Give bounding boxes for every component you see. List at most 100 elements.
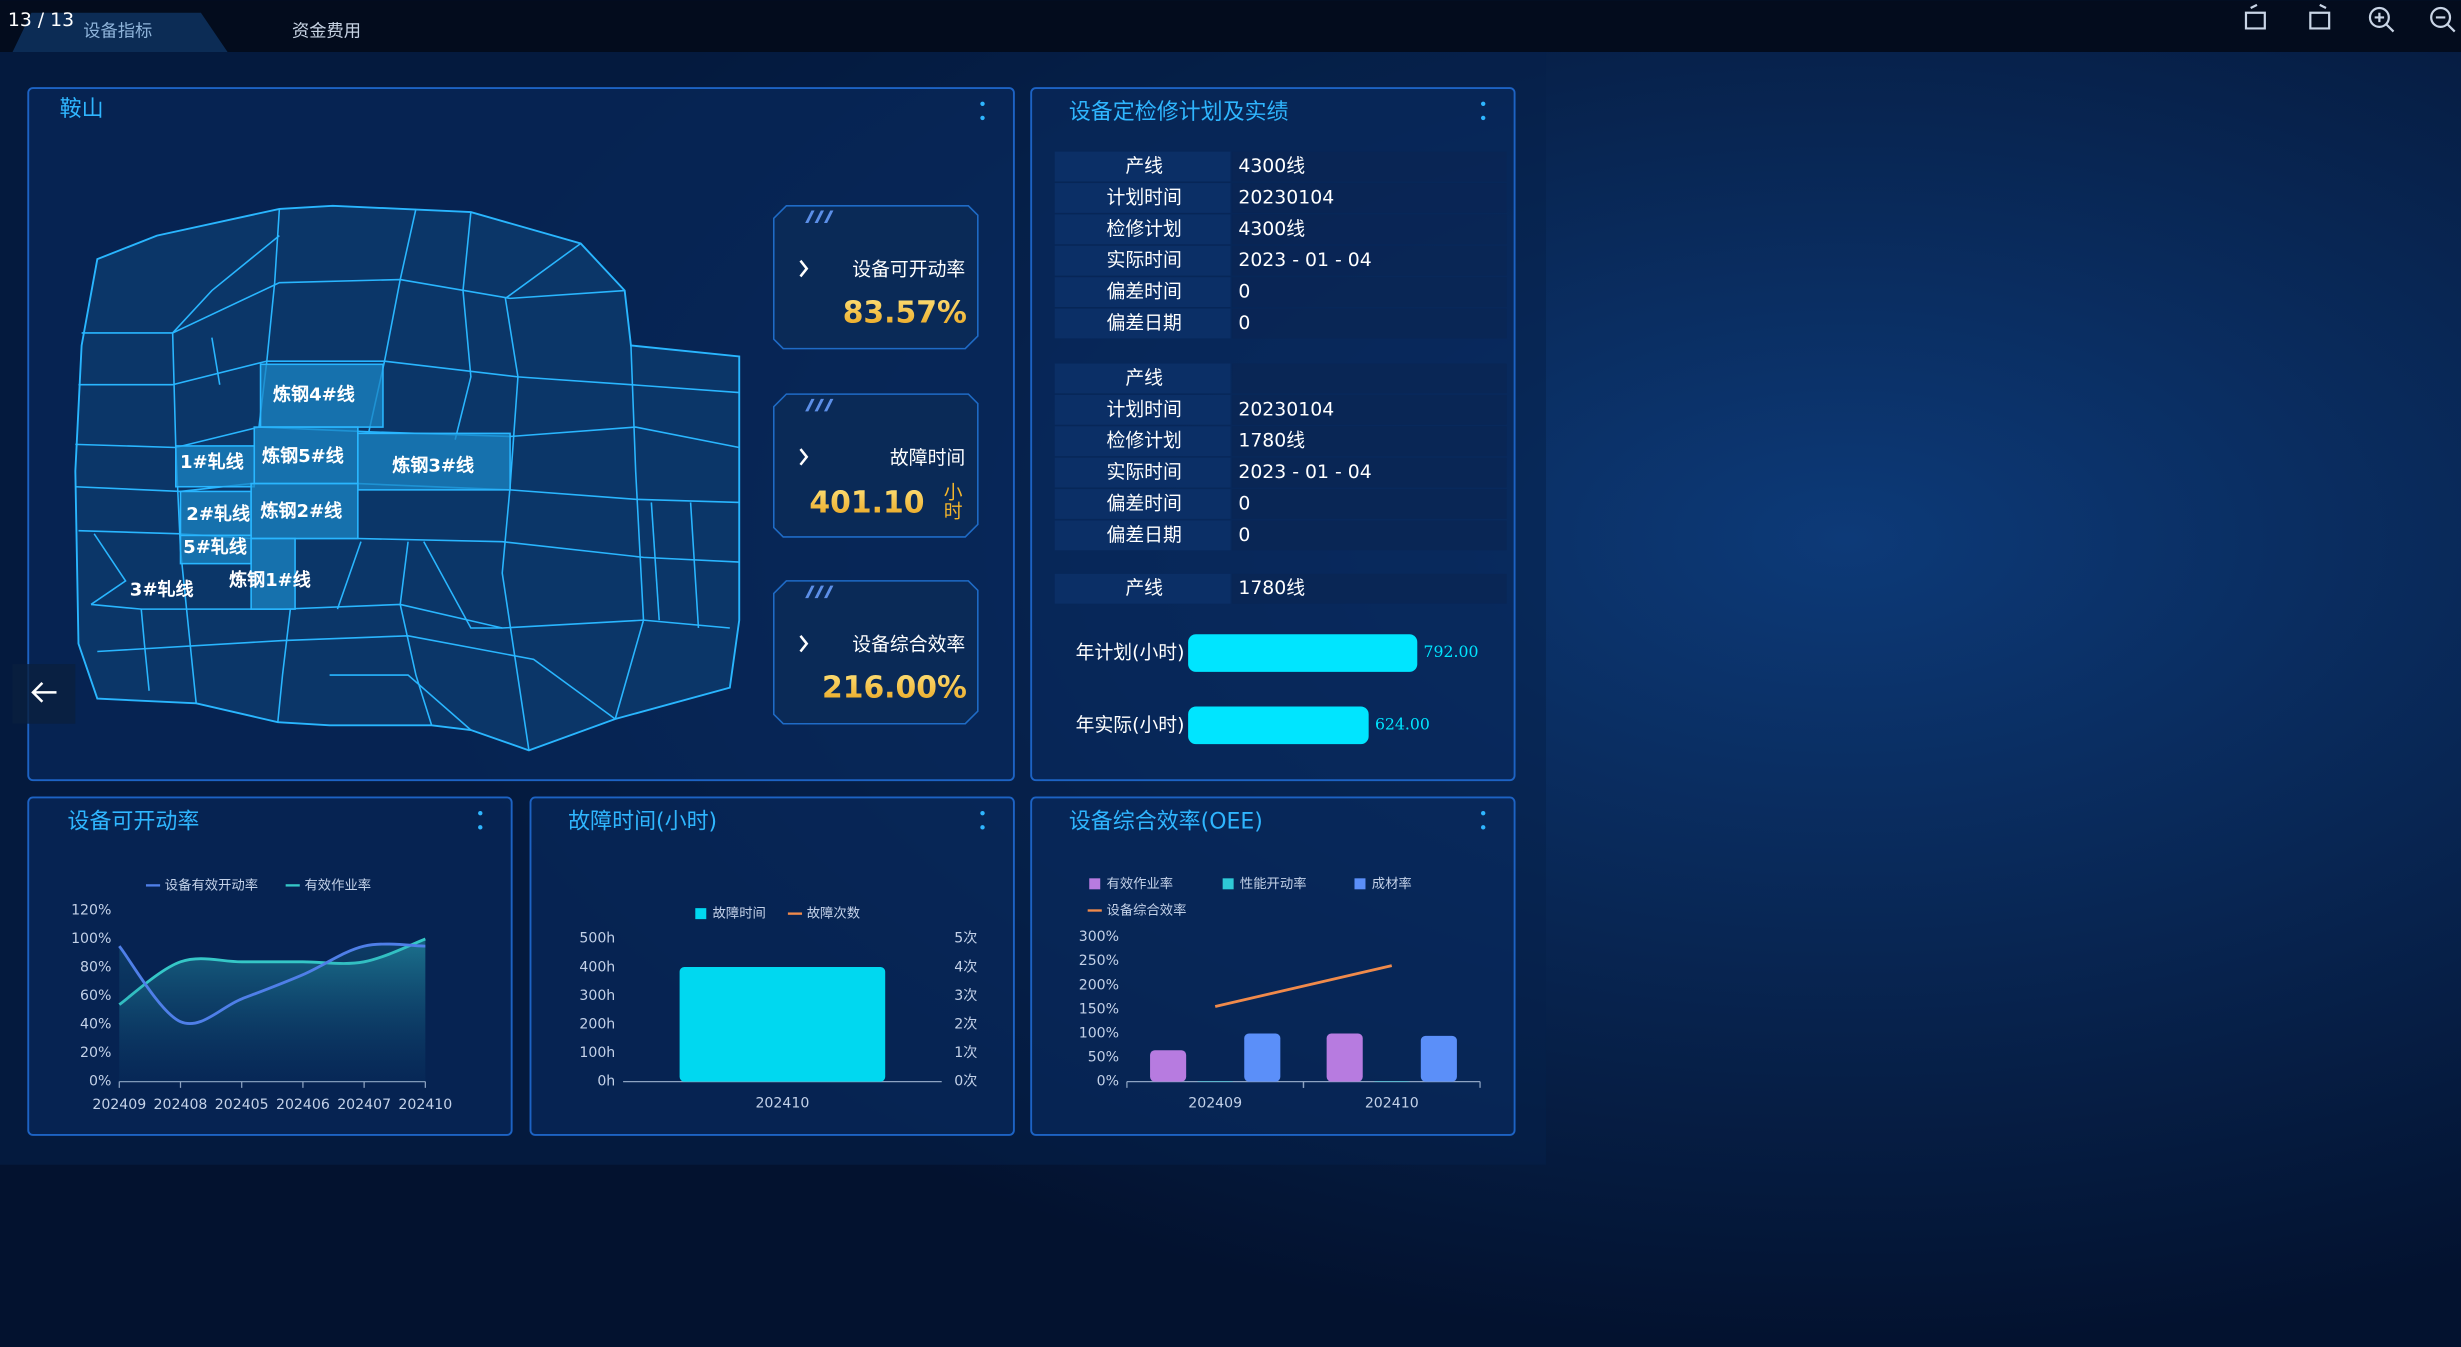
rotate-right-icon[interactable]	[2309, 3, 2331, 30]
panel-decoration	[59, 101, 1486, 847]
table-value-cell	[1232, 489, 1507, 519]
panel-title: 设备定检修计划及实绩	[1069, 100, 1289, 125]
table-value: 4300线	[1238, 155, 1305, 177]
table-label-cell	[1054, 489, 1231, 519]
table-value: 0	[1238, 282, 1250, 303]
y-tick-label: 500h	[579, 931, 615, 947]
bar	[679, 966, 886, 1082]
table-label: 产线	[1125, 577, 1163, 599]
table-label-cell	[1054, 277, 1231, 308]
y-tick-label: 300%	[1079, 929, 1119, 945]
x-tick-label: 202410	[1365, 1096, 1419, 1112]
kpi-chevron	[799, 259, 809, 278]
legend-swatch	[695, 908, 707, 920]
kpi-label: 故障时间	[890, 447, 965, 469]
bar	[1326, 1033, 1363, 1082]
bar-category: 年实际(小时)	[1076, 714, 1185, 736]
map-label[interactable]: 炼钢4#线	[273, 384, 355, 406]
kpi-value: 401.10	[809, 485, 924, 520]
legend-label: 设备有效开动率	[165, 876, 258, 893]
y2-tick-label: 1次	[954, 1045, 977, 1061]
table-label: 计划时间	[1107, 186, 1182, 208]
legend-swatch	[1222, 878, 1234, 890]
table-label: 检修计划	[1107, 430, 1182, 452]
line	[1214, 964, 1393, 1008]
legend-swatch	[1354, 878, 1366, 890]
map: 炼钢4#线 1#轧线 炼钢5#线 炼钢3#线 2#轧线 炼钢2#线 5#轧线 3…	[74, 204, 741, 752]
map-label[interactable]: 炼钢2#线	[260, 500, 342, 522]
kpi-unit: %	[937, 671, 967, 706]
x-tick-label: 202409	[92, 1097, 146, 1113]
y-tick-label: 0h	[597, 1074, 615, 1090]
active-tab[interactable]	[12, 12, 228, 52]
legend-label: 设备综合效率	[1107, 901, 1187, 918]
bar-value-label: 624.00	[1375, 714, 1430, 733]
table-label: 偏差时间	[1107, 281, 1182, 303]
map-label[interactable]: 炼钢5#线	[262, 445, 344, 467]
table-label-cell	[1054, 426, 1231, 457]
table-value-cell	[1232, 426, 1507, 457]
map-label[interactable]: 2#轧线	[186, 503, 250, 525]
tab[interactable]: 资金费用	[292, 22, 361, 42]
table-label: 产线	[1125, 155, 1163, 177]
bar	[1188, 706, 1369, 745]
table-value-cell	[1232, 245, 1507, 276]
chart-title: 设备可开动率	[67, 810, 199, 835]
table-value: 1780线	[1238, 577, 1305, 599]
map-label[interactable]: 炼钢3#线	[392, 454, 474, 476]
rotate-left-icon[interactable]	[2244, 3, 2266, 30]
table-label: 计划时间	[1107, 398, 1182, 420]
table-label: 产线	[1125, 367, 1163, 389]
legend-swatch	[1089, 878, 1101, 890]
legend-label: 有效作业率	[304, 876, 371, 893]
page-counter: 13 / 13	[8, 10, 74, 31]
kpi-card	[772, 580, 979, 725]
kpi-chevron	[799, 448, 809, 466]
kpi-card	[772, 393, 979, 538]
y-tick-label: 200h	[579, 1016, 615, 1032]
x-tick-label: 202408	[154, 1097, 208, 1113]
x-tick-label: 202409	[1188, 1096, 1242, 1112]
map-label[interactable]: 炼钢1#线	[229, 569, 311, 591]
y2-tick-label: 3次	[954, 988, 977, 1004]
kpi-value: 216.00	[822, 671, 937, 706]
bar	[1188, 634, 1418, 672]
kpi-icon	[805, 210, 815, 224]
kpi-icon	[805, 585, 815, 599]
table-value: 0	[1238, 493, 1250, 514]
table-label-cell	[1054, 520, 1231, 551]
y-tick-label: 80%	[80, 960, 111, 976]
map-label[interactable]: 1#轧线	[180, 451, 244, 473]
panel-title: 鞍山	[60, 97, 104, 122]
kpi-icon	[814, 585, 824, 599]
map-label[interactable]: 5#轧线	[183, 536, 247, 558]
table-label-cell	[1054, 151, 1231, 182]
table-label: 偏差日期	[1107, 312, 1182, 334]
map-label[interactable]: 3#轧线	[130, 578, 194, 600]
tab[interactable]: 设备指标	[83, 22, 152, 42]
y2-tick-label: 5次	[954, 931, 977, 947]
zoom-out-icon[interactable]	[2430, 6, 2456, 33]
y-tick-label: 150%	[1079, 1001, 1119, 1017]
chart-title: 设备综合效率(OEE)	[1069, 810, 1263, 835]
prev-button[interactable]	[12, 664, 76, 724]
y2-tick-label: 4次	[954, 959, 977, 975]
table-label-cell	[1054, 183, 1231, 213]
x-tick-label: 202406	[276, 1097, 330, 1113]
bar	[1244, 1033, 1281, 1082]
kpi-card	[772, 204, 979, 350]
table-value: 2023 - 01 - 04	[1238, 250, 1371, 271]
y-tick-label: 0%	[89, 1074, 111, 1090]
zoom-in-icon[interactable]	[2368, 6, 2395, 33]
kpi-label: 设备综合效率	[852, 634, 965, 656]
line	[118, 942, 426, 1025]
table-value-cell	[1232, 183, 1507, 213]
table-label: 实际时间	[1107, 249, 1182, 271]
chart-panel	[1030, 796, 1516, 1136]
y-tick-label: 50%	[1088, 1050, 1119, 1066]
x-tick-label: 202405	[215, 1097, 269, 1113]
y-tick-label: 300h	[579, 988, 615, 1004]
table-label-cell	[1054, 573, 1231, 604]
table-value: 20230104	[1238, 399, 1334, 420]
